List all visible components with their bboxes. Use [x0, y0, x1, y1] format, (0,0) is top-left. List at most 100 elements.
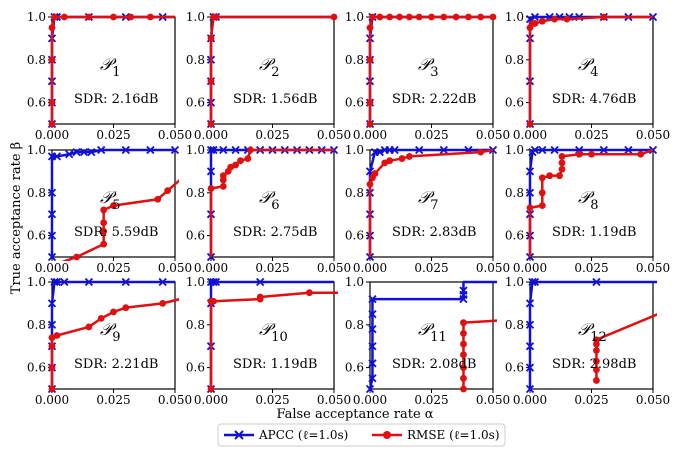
y-tick-label: 1.0 — [27, 143, 46, 157]
panel-label-subscript: 3 — [430, 65, 438, 80]
x-tick-label: 0.000 — [513, 393, 547, 407]
y-tick-label: 0.8 — [27, 53, 46, 67]
point-apcc — [52, 278, 62, 287]
point-apcc — [599, 146, 608, 155]
legend-entry-rmse: RMSE (ℓ=1.0s) — [372, 428, 500, 442]
legend-frame — [217, 423, 506, 447]
x-tick-label: 0.025 — [96, 128, 130, 142]
x-tick-label: 0.025 — [414, 393, 448, 407]
point-rmse — [477, 148, 485, 156]
plot-area — [207, 13, 338, 128]
y-tick-label: 0.6 — [505, 96, 524, 110]
point-rmse — [210, 297, 217, 305]
sdr-label: SDR: 2.21dB — [74, 357, 158, 372]
subplot-p7: 0.000 0.025 0.050 0.6 0.8 1.0 𝒫7 SDR: 2.83dB — [345, 143, 510, 275]
point-rmse — [51, 13, 58, 21]
point-rmse — [48, 99, 56, 106]
subplot-p2: 0.000 0.025 0.050 0.6 0.8 1.0 𝒫2 SDR: 1.56dB — [186, 10, 351, 142]
x-tick-label: 0.050 — [476, 128, 510, 142]
x-tick-label: 0.025 — [255, 128, 289, 142]
x-tick-label: 0.050 — [158, 128, 192, 142]
panel-label-subscript: 12 — [590, 330, 607, 345]
y-tick-label: 1.0 — [186, 10, 205, 24]
plot-area — [366, 13, 497, 128]
series-line-apcc — [368, 280, 497, 390]
point-rmse — [53, 332, 61, 339]
panel-label: 𝒫4 — [578, 55, 599, 80]
panel-label: 𝒫2 — [259, 55, 280, 80]
point-apcc — [390, 146, 399, 155]
x-tick-label: 0.000 — [353, 261, 387, 275]
panel-label-subscript: 11 — [430, 330, 447, 345]
x-tick-label: 0.025 — [574, 261, 608, 275]
point-rmse — [440, 13, 448, 21]
point-apcc — [526, 384, 535, 393]
point-apcc — [97, 146, 106, 155]
point-rmse — [538, 189, 546, 197]
point-apcc — [84, 278, 94, 287]
x-tick-label: 0.000 — [35, 261, 69, 275]
x-axis-title: False acceptance rate α — [276, 407, 433, 422]
point-rmse — [246, 146, 254, 154]
x-tick-label: 0.000 — [194, 128, 228, 142]
y-tick-label: 1.0 — [27, 275, 46, 289]
panel-label-subscript: 2 — [271, 65, 279, 80]
point-rmse — [159, 300, 167, 307]
subplot-p10: 0.000 0.025 0.050 0.6 0.8 1.0 𝒫10 SDR: 1.19dB — [186, 275, 351, 407]
point-apcc — [211, 278, 221, 287]
x-tick-label: 0.025 — [414, 128, 448, 142]
point-rmse — [110, 308, 117, 316]
point-rmse — [538, 202, 546, 210]
point-rmse — [460, 351, 467, 359]
panel-label-subscript: 7 — [430, 198, 438, 213]
point-rmse — [207, 77, 215, 85]
subplot-p4: 0.000 0.025 0.050 0.6 0.8 1.0 𝒫4 SDR: 4.76dB — [505, 10, 670, 142]
panel-label-subscript: 8 — [590, 198, 598, 213]
y-tick-label: 1.0 — [27, 10, 46, 24]
point-rmse — [460, 385, 467, 393]
y-tick-label: 1.0 — [186, 275, 205, 289]
point-rmse — [396, 13, 403, 21]
x-tick-label: 0.000 — [353, 393, 387, 407]
x-tick-label: 0.000 — [513, 261, 547, 275]
point-apcc — [368, 309, 377, 319]
sdr-label: SDR: 1.19dB — [552, 225, 636, 240]
point-rmse — [460, 364, 467, 371]
series-line-rmse — [368, 15, 493, 124]
point-apcc — [121, 146, 130, 155]
point-rmse — [100, 240, 108, 248]
point-rmse — [460, 319, 467, 327]
point-rmse — [593, 377, 600, 384]
point-rmse — [73, 253, 80, 261]
x-tick-label: 0.000 — [35, 393, 69, 407]
sdr-label: SDR: 5.59dB — [74, 225, 158, 240]
point-apcc — [52, 152, 62, 161]
point-rmse — [154, 195, 162, 203]
point-apcc — [121, 278, 130, 287]
point-rmse — [110, 13, 117, 21]
panel-label: 𝒫7 — [418, 188, 439, 213]
point-rmse — [558, 159, 566, 167]
x-tick-label: 0.050 — [158, 393, 192, 407]
point-rmse — [48, 24, 56, 32]
subplot-p3: 0.000 0.025 0.050 0.6 0.8 1.0 𝒫3 SDR: 2.22dB — [345, 10, 510, 142]
point-apcc — [48, 231, 57, 240]
point-rmse — [48, 385, 56, 393]
x-tick-label: 0.000 — [513, 128, 547, 142]
plot-area — [48, 13, 175, 128]
y-tick-label: 0.6 — [27, 96, 46, 110]
y-tick-label: 1.0 — [186, 143, 205, 157]
panel-label-subscript: 6 — [271, 198, 279, 213]
x-tick-label: 0.050 — [636, 261, 670, 275]
point-rmse — [563, 15, 571, 23]
x-tick-label: 0.000 — [353, 128, 387, 142]
y-tick-label: 1.0 — [505, 143, 524, 157]
point-rmse — [48, 120, 56, 128]
point-rmse — [558, 153, 566, 160]
x-tick-label: 0.025 — [255, 261, 289, 275]
y-tick-label: 0.8 — [505, 53, 524, 67]
plot-area — [366, 280, 497, 393]
point-rmse — [465, 13, 472, 21]
point-rmse — [306, 289, 313, 297]
